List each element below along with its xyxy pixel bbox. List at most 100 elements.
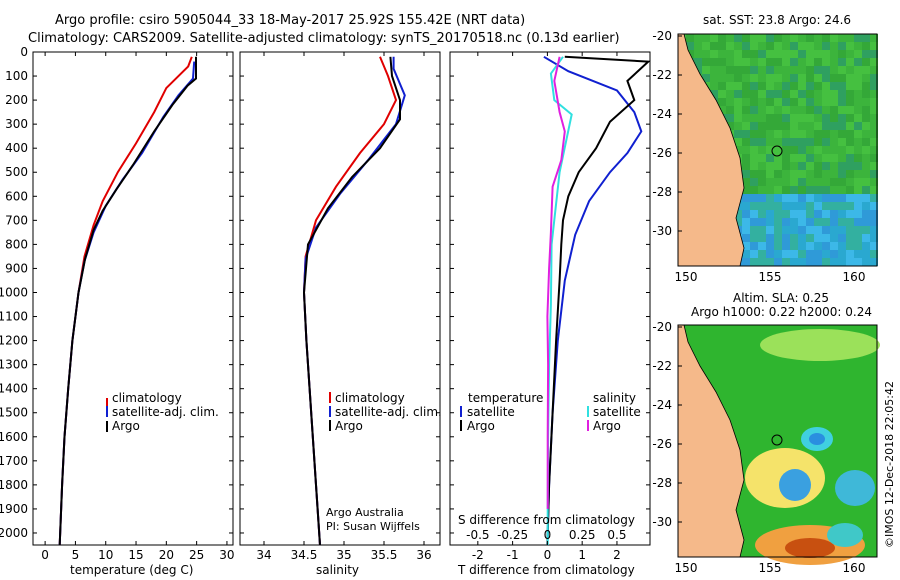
sst-cell bbox=[814, 138, 822, 146]
sst-cell bbox=[846, 234, 854, 242]
sst-cell bbox=[806, 66, 814, 74]
sst-cell bbox=[758, 130, 766, 138]
x-tick-label: 36 bbox=[416, 548, 431, 562]
sst-cell bbox=[758, 42, 766, 50]
sst-cell bbox=[838, 242, 846, 250]
sst-cell bbox=[822, 42, 830, 50]
depth-tick-label: 1200 bbox=[0, 334, 28, 348]
sst-cell bbox=[790, 50, 798, 58]
sst-cell bbox=[854, 42, 862, 50]
sst-cell bbox=[854, 210, 862, 218]
sst-cell bbox=[830, 50, 838, 58]
sst-cell bbox=[798, 186, 806, 194]
sst-cell bbox=[742, 130, 750, 138]
sst-cell bbox=[814, 146, 822, 154]
sst-cell bbox=[798, 202, 806, 210]
sst-cell bbox=[774, 186, 782, 194]
sst-cell bbox=[862, 74, 870, 82]
sst-cell bbox=[798, 98, 806, 106]
sst-cell bbox=[766, 98, 774, 106]
sst-cell bbox=[774, 210, 782, 218]
lat-tick-label: -30 bbox=[652, 515, 672, 529]
sst-cell bbox=[798, 50, 806, 58]
sst-cell bbox=[862, 42, 870, 50]
sst-cell bbox=[710, 50, 718, 58]
sst-cell bbox=[806, 170, 814, 178]
sst-cell bbox=[782, 42, 790, 50]
sst-cell bbox=[854, 234, 862, 242]
sst-cell bbox=[742, 234, 750, 242]
sst-cell bbox=[830, 34, 838, 42]
sst-cell bbox=[830, 130, 838, 138]
sst-cell bbox=[798, 258, 806, 266]
temperature-frame bbox=[32, 51, 234, 546]
sst-cell bbox=[718, 98, 726, 106]
sst-cell bbox=[814, 74, 822, 82]
sst-cell bbox=[838, 138, 846, 146]
sst-cell bbox=[766, 218, 774, 226]
sst-cell bbox=[774, 162, 782, 170]
sst-cell bbox=[846, 130, 854, 138]
legend-t-argo-label: Argo bbox=[467, 419, 495, 433]
sst-cell bbox=[862, 258, 870, 266]
sst-cell bbox=[790, 138, 798, 146]
sst-cell bbox=[782, 210, 790, 218]
lat-tick-label: -26 bbox=[652, 437, 672, 451]
x-tick-label: 15 bbox=[128, 548, 143, 562]
sst-cell bbox=[846, 34, 854, 42]
sst-cell bbox=[870, 186, 878, 194]
x-tick-label: 35.5 bbox=[371, 548, 398, 562]
sst-cell bbox=[806, 50, 814, 58]
sst-cell bbox=[686, 34, 694, 42]
sst-cell bbox=[838, 146, 846, 154]
sst-cell bbox=[750, 98, 758, 106]
sst-cell bbox=[830, 186, 838, 194]
sst-cell bbox=[814, 130, 822, 138]
sst-cell bbox=[838, 258, 846, 266]
sst-cell bbox=[790, 162, 798, 170]
depth-tick-label: 1900 bbox=[0, 502, 28, 516]
sst-cell bbox=[870, 234, 878, 242]
sst-cell bbox=[846, 210, 854, 218]
sst-cell bbox=[806, 178, 814, 186]
legend-s-satellite-label: satellite bbox=[593, 405, 641, 419]
sst-cell bbox=[862, 34, 870, 42]
x-tick-label: 20 bbox=[159, 548, 174, 562]
sst-cell bbox=[718, 90, 726, 98]
sla-feature-red bbox=[785, 538, 835, 558]
depth-tick-label: 300 bbox=[5, 117, 28, 131]
sst-cell bbox=[790, 218, 798, 226]
sst-cell bbox=[758, 82, 766, 90]
series-line-argo bbox=[58, 56, 197, 546]
sst-cell bbox=[774, 234, 782, 242]
sst-cell bbox=[686, 42, 694, 50]
sst-cell bbox=[774, 114, 782, 122]
sst-cell bbox=[854, 170, 862, 178]
sst-cell bbox=[838, 90, 846, 98]
sst-cell bbox=[830, 146, 838, 154]
sst-cell bbox=[790, 186, 798, 194]
sst-cell bbox=[782, 258, 790, 266]
sst-cell bbox=[710, 34, 718, 42]
sst-cell bbox=[854, 250, 862, 258]
sst-cell bbox=[734, 82, 742, 90]
sst-cell bbox=[766, 178, 774, 186]
sst-cell bbox=[814, 178, 822, 186]
sst-cell bbox=[750, 50, 758, 58]
sst-cell bbox=[710, 82, 718, 90]
sst-cell bbox=[870, 154, 878, 162]
sst-cell bbox=[718, 74, 726, 82]
sst-cell bbox=[838, 234, 846, 242]
sst-cell bbox=[862, 58, 870, 66]
depth-tick-label: 700 bbox=[5, 213, 28, 227]
sst-cell bbox=[830, 138, 838, 146]
sst-cell bbox=[766, 194, 774, 202]
sst-cell bbox=[870, 194, 878, 202]
sst-cell bbox=[846, 74, 854, 82]
sst-cell bbox=[846, 122, 854, 130]
sst-cell bbox=[734, 42, 742, 50]
sst-cell bbox=[798, 114, 806, 122]
sst-cell bbox=[814, 258, 822, 266]
sst-cell bbox=[750, 258, 758, 266]
sst-cell bbox=[838, 154, 846, 162]
